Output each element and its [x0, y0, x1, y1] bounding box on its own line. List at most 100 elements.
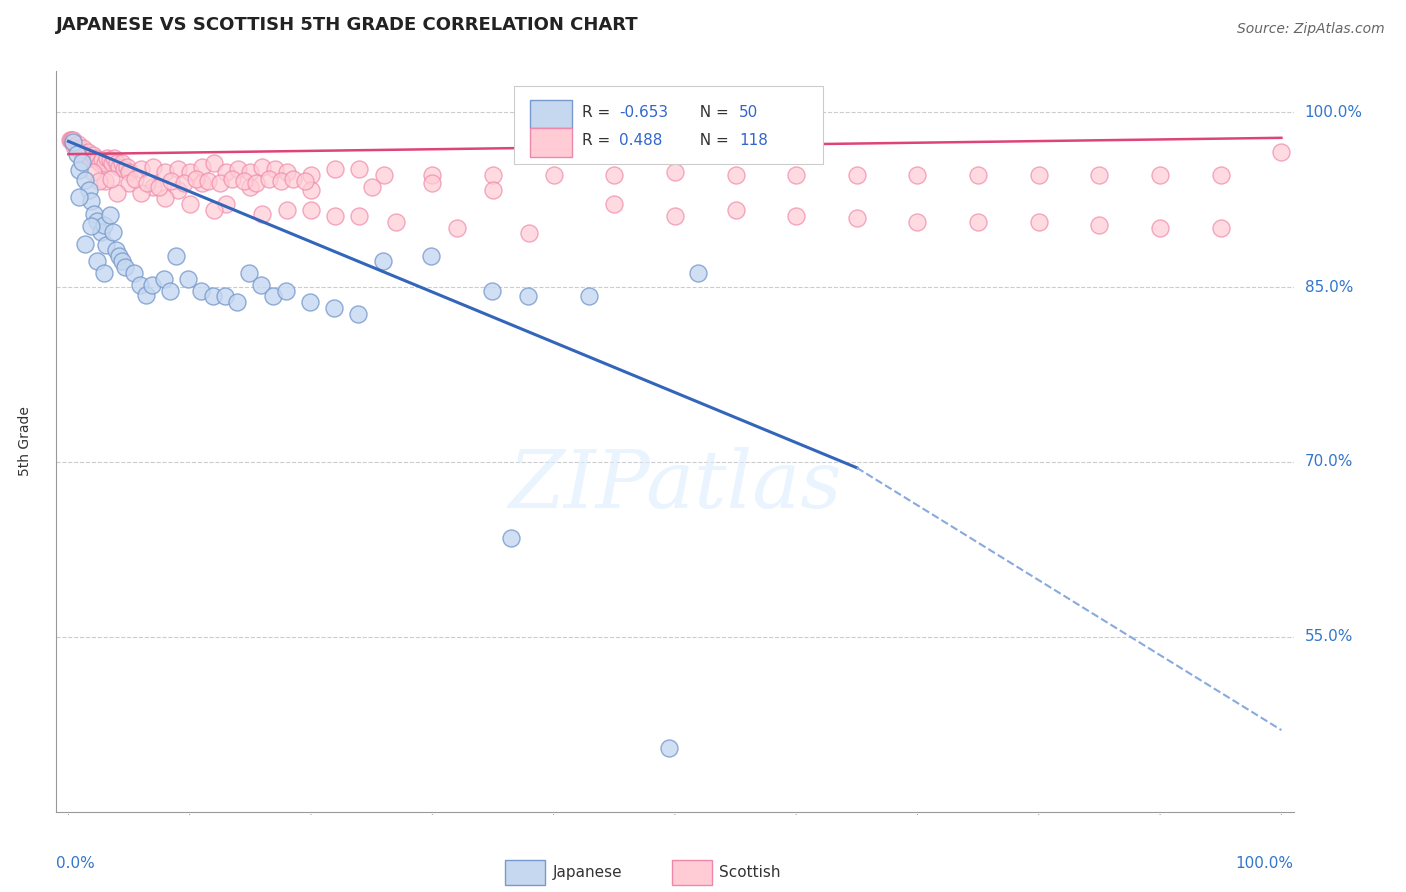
Point — [385, 215, 408, 229]
Point — [262, 289, 284, 303]
Point — [201, 289, 224, 303]
Point — [124, 171, 146, 186]
Point — [86, 213, 108, 227]
Point — [103, 151, 125, 165]
Point — [114, 260, 136, 275]
Point — [1088, 219, 1111, 233]
Point — [250, 277, 273, 292]
Point — [160, 174, 183, 188]
Point — [967, 215, 990, 229]
Point — [75, 173, 97, 187]
Point — [238, 266, 260, 280]
Point — [136, 176, 159, 190]
Point — [87, 174, 110, 188]
Point — [66, 141, 89, 155]
Text: 100.0%: 100.0% — [1236, 856, 1294, 871]
Point — [239, 164, 262, 178]
Point — [112, 162, 135, 177]
Point — [70, 155, 93, 169]
Point — [226, 162, 249, 177]
Point — [75, 236, 97, 251]
Point — [93, 266, 115, 280]
Text: Source: ZipAtlas.com: Source: ZipAtlas.com — [1237, 22, 1385, 37]
Point — [98, 153, 121, 167]
Point — [93, 219, 115, 233]
Point — [72, 141, 94, 155]
Point — [1149, 220, 1171, 235]
Point — [67, 141, 90, 155]
Point — [184, 171, 207, 186]
Point — [420, 176, 443, 190]
Point — [108, 160, 131, 174]
Point — [1088, 168, 1111, 182]
Point — [603, 197, 626, 211]
Text: ZIPatlas: ZIPatlas — [508, 447, 842, 524]
Point — [77, 183, 100, 197]
Point — [1270, 145, 1292, 159]
Point — [141, 277, 163, 292]
Point — [165, 249, 187, 263]
Point — [111, 156, 134, 170]
Point — [59, 133, 82, 147]
Point — [517, 227, 540, 241]
Point — [58, 133, 80, 147]
Point — [122, 266, 145, 280]
Point — [177, 272, 200, 286]
Point — [252, 206, 274, 220]
Point — [202, 203, 225, 218]
Point — [62, 133, 84, 147]
Point — [257, 171, 280, 186]
Point — [60, 133, 83, 147]
Point — [101, 156, 124, 170]
Point — [603, 168, 626, 182]
Point — [664, 164, 686, 178]
Text: Scottish: Scottish — [720, 865, 780, 880]
Point — [214, 289, 236, 303]
Point — [907, 215, 929, 229]
Point — [1028, 168, 1050, 182]
Point — [66, 147, 89, 161]
Point — [270, 174, 292, 188]
Point — [845, 168, 868, 182]
Point — [446, 220, 468, 235]
Point — [179, 197, 201, 211]
Point — [80, 194, 103, 208]
Point — [299, 168, 322, 182]
Text: 85.0%: 85.0% — [1305, 279, 1353, 294]
Point — [173, 176, 195, 190]
Point — [129, 162, 152, 177]
Point — [239, 179, 262, 194]
Point — [221, 171, 243, 186]
Point — [129, 186, 152, 200]
Point — [118, 164, 141, 178]
Point — [349, 162, 371, 177]
Point — [215, 164, 238, 178]
Point — [420, 249, 443, 263]
Point — [323, 162, 346, 177]
Point — [276, 203, 298, 218]
Point — [1209, 220, 1232, 235]
Point — [103, 225, 125, 239]
Point — [481, 284, 503, 298]
Point — [75, 148, 97, 162]
Point — [907, 168, 929, 182]
Point — [135, 288, 157, 302]
Point — [845, 211, 868, 226]
Point — [94, 174, 117, 188]
Point — [686, 266, 709, 280]
Point — [67, 136, 90, 151]
Point — [166, 162, 188, 177]
Point — [94, 156, 117, 170]
Point — [298, 295, 321, 310]
Point — [226, 295, 249, 310]
Point — [1149, 168, 1171, 182]
Point — [785, 209, 807, 223]
Point — [1209, 168, 1232, 182]
Point — [371, 254, 394, 268]
Point — [83, 206, 105, 220]
Point — [148, 179, 170, 194]
Point — [517, 289, 540, 303]
Point — [76, 145, 98, 159]
Text: JAPANESE VS SCOTTISH 5TH GRADE CORRELATION CHART: JAPANESE VS SCOTTISH 5TH GRADE CORRELATI… — [56, 16, 638, 34]
Point — [245, 176, 267, 190]
